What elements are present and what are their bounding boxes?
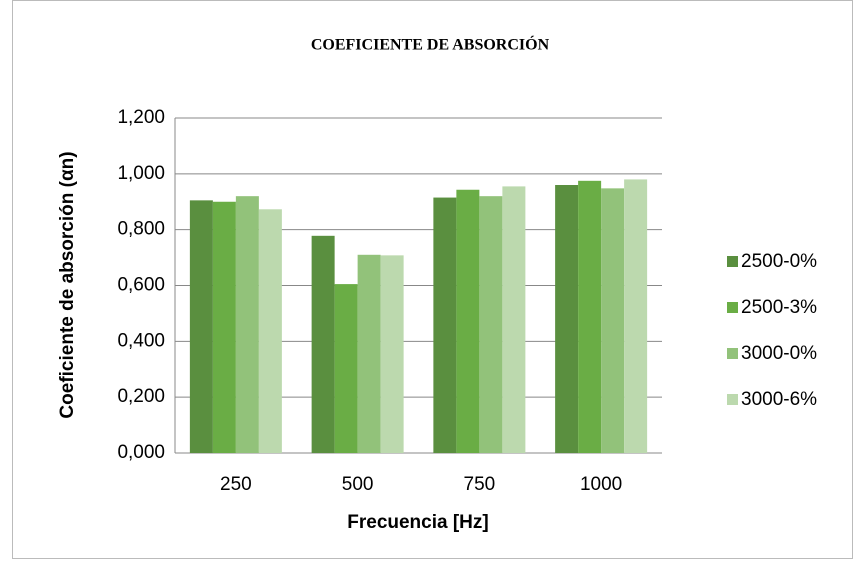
x-tick-label: 500 — [342, 474, 374, 495]
y-tick-label: 1,200 — [117, 107, 165, 128]
y-tick-label: 0,600 — [117, 275, 165, 296]
bar — [479, 196, 503, 453]
bar — [624, 179, 648, 453]
legend-swatch — [727, 302, 738, 313]
bar — [578, 180, 602, 453]
bar — [189, 200, 213, 453]
bar — [380, 255, 404, 453]
bar — [235, 196, 259, 453]
legend-label: 3000-0% — [741, 343, 817, 364]
y-tick-label: 0,200 — [117, 386, 165, 407]
bar — [433, 197, 457, 453]
bar — [334, 284, 358, 453]
x-tick-label: 250 — [220, 474, 252, 495]
bar — [357, 254, 381, 453]
y-tick-label: 1,000 — [117, 163, 165, 184]
x-tick-label: 1000 — [580, 474, 622, 495]
bar — [601, 188, 625, 453]
y-tick-label: 0,000 — [117, 442, 165, 463]
y-axis-label: Coeficiente de absorción (αn) — [57, 151, 78, 418]
chart-title: COEFICIENTE DE ABSORCIÓN — [311, 35, 550, 54]
chart-frame — [12, 0, 853, 559]
legend-swatch — [727, 256, 738, 267]
bar — [258, 209, 282, 453]
bar — [311, 235, 335, 453]
bar — [456, 189, 480, 453]
legend-swatch — [727, 394, 738, 405]
bar — [502, 186, 526, 454]
x-tick-label: 750 — [464, 474, 496, 495]
bar — [555, 185, 579, 453]
y-tick-label: 0,400 — [117, 330, 165, 351]
legend-label: 2500-0% — [741, 251, 817, 272]
legend-label: 3000-6% — [741, 389, 817, 410]
legend-label: 2500-3% — [741, 297, 817, 318]
legend-swatch — [727, 348, 738, 359]
y-tick-label: 0,800 — [117, 219, 165, 240]
x-axis-label: Frecuencia [Hz] — [347, 512, 488, 533]
bar — [212, 201, 236, 453]
